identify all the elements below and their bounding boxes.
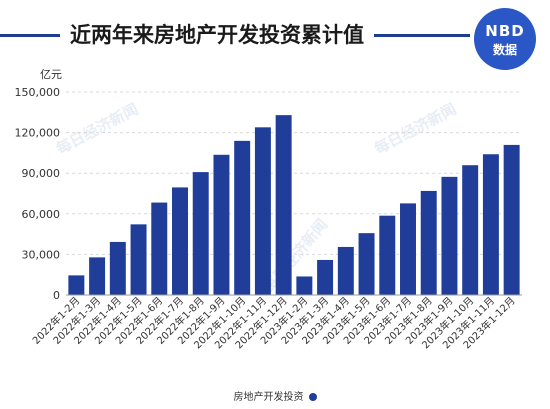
- logo-text-top: NBD: [485, 22, 525, 40]
- bar: [441, 176, 458, 295]
- bar: [68, 275, 85, 295]
- y-tick-label: 150,000: [15, 86, 61, 99]
- bar: [192, 172, 209, 295]
- bar: [151, 202, 168, 295]
- bar: [109, 241, 126, 295]
- y-tick-label: 60,000: [22, 208, 61, 221]
- bar: [254, 127, 271, 296]
- legend-label: 房地产开发投资: [233, 392, 304, 403]
- y-tick-label: 0: [53, 289, 60, 302]
- bar: [337, 246, 354, 295]
- legend: 房地产开发投资: [0, 388, 550, 403]
- bar: [400, 203, 416, 295]
- bar: [172, 187, 188, 295]
- logo-text-bottom: 数据: [492, 43, 517, 57]
- bar: [503, 144, 520, 295]
- chart-title: 近两年来房地产开发投资累计值: [60, 20, 374, 50]
- bar: [234, 140, 251, 295]
- bar: [89, 257, 106, 295]
- bar: [296, 276, 313, 295]
- bar: [130, 224, 147, 295]
- bar: [379, 215, 396, 295]
- bar: [213, 154, 230, 295]
- y-tick-label: 90,000: [22, 167, 61, 180]
- y-axis-unit: 亿元: [40, 68, 62, 81]
- bar: [358, 233, 375, 295]
- bar: [462, 165, 479, 295]
- bar: [420, 190, 437, 295]
- bar: [275, 115, 292, 295]
- bar: [317, 259, 334, 295]
- y-tick-label: 30,000: [22, 248, 61, 261]
- bar: [482, 154, 499, 295]
- nbd-logo: NBD 数据: [474, 8, 536, 70]
- y-tick-label: 120,000: [15, 127, 61, 140]
- legend-swatch: [308, 393, 317, 401]
